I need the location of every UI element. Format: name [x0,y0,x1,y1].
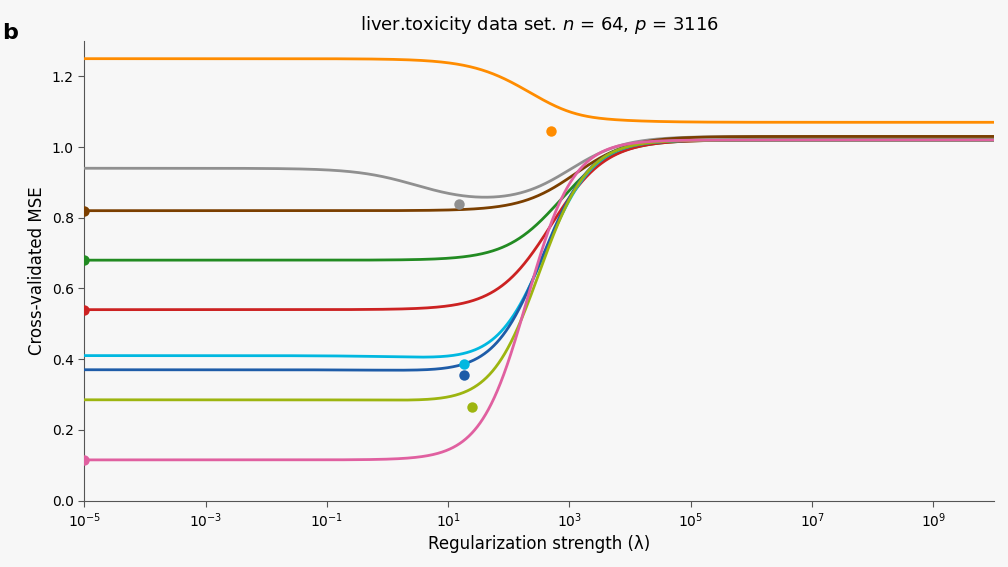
Title: liver.toxicity data set. $n$ = 64, $p$ = 3116: liver.toxicity data set. $n$ = 64, $p$ =… [360,14,719,36]
Text: b: b [2,23,18,43]
X-axis label: Regularization strength (λ): Regularization strength (λ) [428,535,650,553]
Y-axis label: Cross-validated MSE: Cross-validated MSE [28,187,46,355]
